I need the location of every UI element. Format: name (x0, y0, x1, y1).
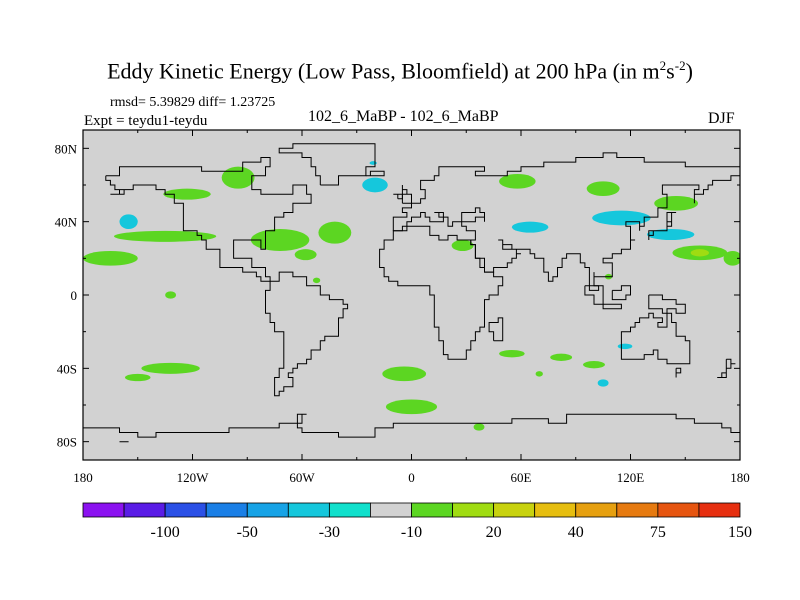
axis-ticks: 180 120W 60W 0 60E 120E 180 80N 40N 0 40S 80S (55, 130, 750, 485)
x-tick-label-4: 60E (511, 470, 532, 485)
anomaly-patch-24 (499, 350, 525, 358)
colorbar-box-9 (452, 502, 495, 518)
coastline-9 (717, 358, 736, 378)
coastline-7 (620, 312, 691, 365)
x-tick-label-1: 120W (177, 470, 210, 485)
anomaly-patch-14 (592, 210, 651, 226)
coastline-12 (611, 285, 631, 301)
colorbar-label-3: -10 (401, 524, 422, 541)
anomaly-patch-22 (382, 366, 427, 382)
coastline-10 (584, 285, 604, 305)
anomaly-patch-4 (119, 214, 138, 230)
anomaly-patch-3 (83, 251, 138, 266)
anomaly-patch-25 (550, 353, 573, 362)
x-tick-label-3: 0 (408, 470, 415, 485)
anomaly-patch-19 (723, 251, 740, 266)
x-tick-label-0: 180 (73, 470, 93, 485)
x-tick-label-5: 120E (617, 470, 645, 485)
y-tick-label-2: 0 (71, 288, 78, 303)
anomaly-patch-20 (141, 362, 200, 374)
anomaly-patch-6 (318, 221, 352, 244)
anomaly-patch-16 (646, 229, 695, 240)
coastline-3 (392, 152, 740, 231)
colorbar-box-10 (493, 502, 536, 518)
colorbar-box-3 (205, 502, 248, 518)
colorbar-label-1: -50 (237, 524, 258, 541)
colorbar-box-11 (534, 502, 577, 518)
anomaly-patch-11 (499, 174, 536, 189)
colorbar: -100 -50 -30 -10 20 40 75 150 (82, 502, 752, 541)
colorbar-box-15 (698, 502, 741, 518)
colorbar-box-6 (328, 502, 371, 518)
anomaly-patch-30 (473, 423, 485, 431)
colorbar-label-5: 40 (568, 524, 584, 541)
colorbar-box-14 (657, 502, 700, 518)
anomaly-patch-32 (312, 277, 321, 284)
season-label: DJF (708, 110, 735, 127)
colorbar-label-7: 150 (728, 524, 752, 541)
anomaly-patch-31 (165, 291, 177, 299)
anomaly-patch-9 (369, 161, 377, 165)
colorbar-label-6: 75 (650, 524, 666, 541)
colorbar-box-2 (164, 502, 207, 518)
y-tick-label-1: 40N (55, 215, 78, 230)
colorbar-label-0: -100 (150, 524, 179, 541)
coastline-11 (602, 303, 622, 310)
anomaly-patch-28 (597, 379, 609, 387)
coastline-14 (648, 212, 677, 240)
colorbar-box-4 (246, 502, 289, 518)
anomaly-patch-23 (385, 399, 438, 415)
y-tick-label-0: 80N (55, 141, 78, 156)
coastline-8 (675, 367, 682, 378)
colorbar-label-4: 20 (486, 524, 502, 541)
run-label: 102_6_MaBP - 102_6_MaBP (308, 108, 499, 125)
anomaly-patch-29 (535, 371, 543, 377)
anomaly-patch-2 (114, 230, 217, 242)
colorbar-label-2: -30 (319, 524, 340, 541)
anomaly-patch-26 (583, 361, 605, 369)
anomaly-patch-13 (586, 181, 620, 197)
anomaly-patch-15 (654, 196, 699, 211)
colorbar-box-13 (616, 502, 659, 518)
coastline-6 (488, 317, 504, 342)
coastline-13 (648, 294, 686, 314)
anomaly-patch-8 (362, 177, 388, 193)
colorbar-box-8 (411, 502, 453, 518)
anomaly-patch-21 (124, 373, 151, 382)
x-tick-label-2: 60W (289, 470, 315, 485)
coastline-4 (393, 175, 740, 291)
anomaly-patch-10 (451, 240, 474, 251)
coastline-0 (105, 157, 312, 282)
colorbar-box-0 (82, 502, 125, 518)
coastline-1 (265, 271, 349, 397)
coastline-19 (83, 413, 740, 438)
experiment-label: Expt = teydu1-teydu (84, 113, 208, 129)
anomaly-patch-27 (617, 343, 633, 350)
coastline-layer (83, 143, 740, 443)
y-tick-label-4: 80S (57, 435, 77, 450)
coastline-2 (278, 143, 376, 186)
coastline-16 (393, 193, 403, 200)
y-tick-label-3: 40S (57, 361, 77, 376)
colorbar-box-12 (575, 502, 618, 518)
coastline-5 (379, 225, 504, 360)
anomaly-patch-18 (690, 249, 709, 257)
anomaly-patch-1 (163, 188, 211, 200)
coastline-17 (365, 170, 385, 177)
anomaly-patch-0 (221, 166, 255, 189)
colorbar-box-7 (370, 502, 412, 518)
x-tick-label-6: 180 (730, 470, 750, 485)
colorbar-box-1 (123, 502, 166, 518)
anomaly-patch-12 (511, 221, 549, 233)
anomaly-patch-7 (294, 249, 317, 261)
rmsd-label: rmsd= 5.39829 diff= 1.23725 (110, 95, 276, 110)
colorbar-box-5 (287, 502, 330, 518)
chart-title: Eddy Kinetic Energy (Low Pass, Bloomfiel… (107, 58, 693, 84)
